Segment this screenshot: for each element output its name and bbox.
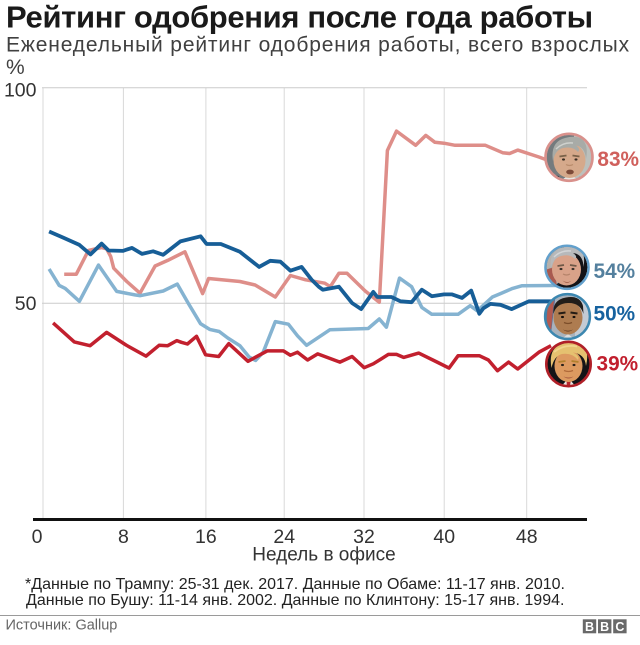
svg-text:B: B xyxy=(585,620,594,634)
svg-text:39%: 39% xyxy=(597,352,639,375)
svg-text:54%: 54% xyxy=(594,260,636,283)
svg-text:100: 100 xyxy=(4,79,37,101)
svg-text:32: 32 xyxy=(353,526,375,548)
svg-text:C: C xyxy=(615,620,624,634)
svg-text:50%: 50% xyxy=(594,303,636,326)
svg-text:40: 40 xyxy=(433,526,455,548)
svg-text:83%: 83% xyxy=(597,148,639,171)
svg-text:Недель в офисе: Недель в офисе xyxy=(252,545,395,566)
svg-text:0: 0 xyxy=(32,526,43,548)
svg-text:16: 16 xyxy=(195,526,217,548)
svg-text:%: % xyxy=(6,56,25,79)
svg-text:Рейтинг одобрения после года р: Рейтинг одобрения после года работы xyxy=(6,0,593,35)
svg-text:24: 24 xyxy=(273,526,295,548)
svg-text:Данные по Бушу: 11-14 янв. 200: Данные по Бушу: 11-14 янв. 2002. Данные … xyxy=(26,592,564,609)
svg-text:B: B xyxy=(600,620,609,634)
svg-text:50: 50 xyxy=(15,293,37,315)
svg-text:Еженедельный рейтинг одобрения: Еженедельный рейтинг одобрения работы, в… xyxy=(6,33,630,56)
svg-text:8: 8 xyxy=(118,526,129,548)
svg-text:48: 48 xyxy=(516,526,538,548)
svg-text:Источник: Gallup: Источник: Gallup xyxy=(6,618,118,634)
svg-text:*Данные по Трампу: 25-31 дек.: *Данные по Трампу: 25-31 дек. 2017. Данн… xyxy=(25,576,565,593)
